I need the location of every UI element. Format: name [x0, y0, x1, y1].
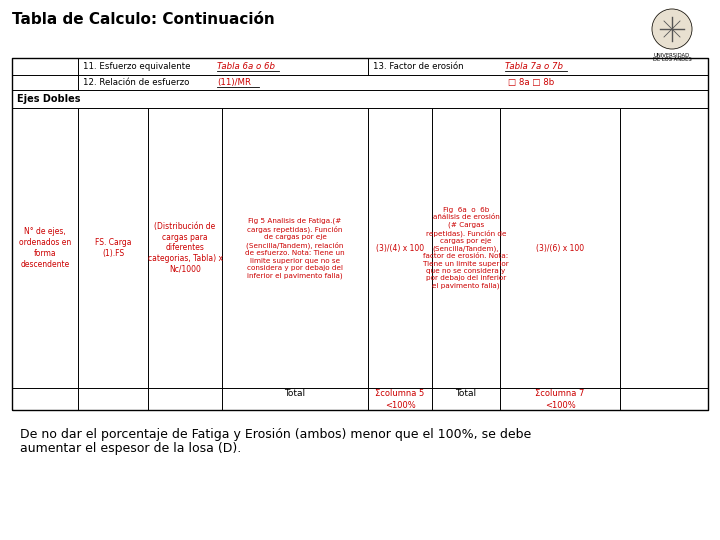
Text: <100%: <100%	[544, 401, 575, 409]
Text: aumentar el espesor de la losa (D).: aumentar el espesor de la losa (D).	[20, 442, 241, 455]
Text: (11)/MR: (11)/MR	[217, 78, 251, 87]
Text: DE LOS ANDES: DE LOS ANDES	[652, 57, 691, 62]
Text: (3)/(6) x 100: (3)/(6) x 100	[536, 244, 584, 253]
Text: 11. Esfuerzo equivalente: 11. Esfuerzo equivalente	[83, 62, 191, 71]
Text: □ 8a □ 8b: □ 8a □ 8b	[508, 78, 554, 87]
Text: Fig  6a  o  6b
añálisis de erosión
(# Cargas
repetidas). Función de
cargas por e: Fig 6a o 6b añálisis de erosión (# Carga…	[423, 207, 509, 289]
Text: (Distribución de
cargas para
diferentes
categorias, Tabla) x
Nc/1000: (Distribución de cargas para diferentes …	[148, 222, 222, 274]
Circle shape	[652, 9, 692, 49]
Text: Total: Total	[284, 388, 305, 397]
Text: Σcolumna 7: Σcolumna 7	[535, 388, 585, 397]
Text: Total: Total	[456, 388, 477, 397]
Text: Tabla de Calculo: Continuación: Tabla de Calculo: Continuación	[12, 12, 275, 27]
Text: De no dar el porcentaje de Fatiga y Erosión (ambos) menor que el 100%, se debe: De no dar el porcentaje de Fatiga y Eros…	[20, 428, 531, 441]
Text: (3)/(4) x 100: (3)/(4) x 100	[376, 244, 424, 253]
Text: Σcolumna 5: Σcolumna 5	[375, 388, 425, 397]
Text: FS. Carga
(1).FS: FS. Carga (1).FS	[95, 238, 131, 258]
Text: N° de ejes,
ordenados en
forma
descendente: N° de ejes, ordenados en forma descenden…	[19, 227, 71, 268]
Text: Tabla 6a o 6b: Tabla 6a o 6b	[217, 62, 275, 71]
Text: Tabla 7a o 7b: Tabla 7a o 7b	[505, 62, 563, 71]
Text: <100%: <100%	[384, 401, 415, 409]
Text: Fig 5 Analisis de Fatiga.(#
cargas repetidas). Función
de cargas por eje
(Sencil: Fig 5 Analisis de Fatiga.(# cargas repet…	[246, 218, 345, 279]
Text: UNIVERSIDAD: UNIVERSIDAD	[654, 53, 690, 58]
Text: 12. Relación de esfuerzo: 12. Relación de esfuerzo	[83, 78, 189, 87]
Text: 13. Factor de erosión: 13. Factor de erosión	[373, 62, 464, 71]
Text: Ejes Dobles: Ejes Dobles	[17, 94, 81, 104]
